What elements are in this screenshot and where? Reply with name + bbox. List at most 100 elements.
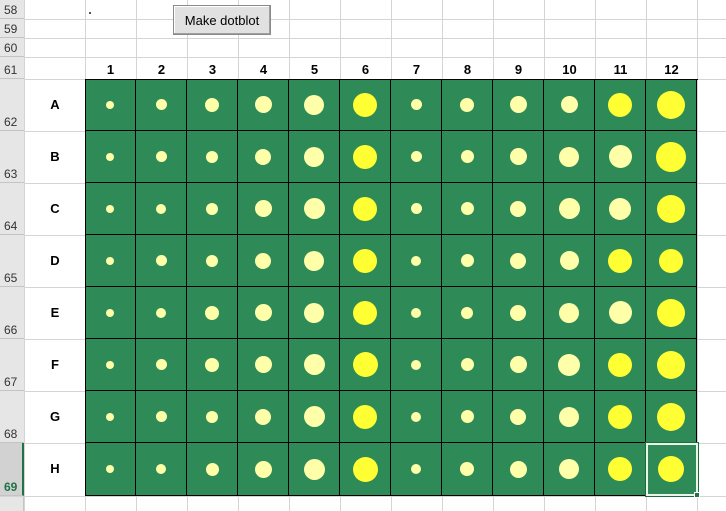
plate-well[interactable] (340, 79, 391, 131)
plate-well[interactable] (391, 79, 442, 131)
plate-well[interactable] (544, 235, 595, 287)
plate-well[interactable] (544, 131, 595, 183)
plate-well[interactable] (187, 235, 238, 287)
column-number-cell[interactable]: 9 (514, 62, 523, 77)
row-header[interactable]: 68 (0, 391, 24, 443)
plate-well[interactable] (136, 287, 187, 339)
plate-well[interactable] (340, 235, 391, 287)
row-header[interactable]: 64 (0, 183, 24, 235)
plate-well[interactable] (85, 131, 136, 183)
row-header[interactable]: 58 (0, 0, 24, 19)
plate-well[interactable] (391, 287, 442, 339)
plate-well[interactable] (187, 183, 238, 235)
row-header[interactable]: 59 (0, 19, 24, 38)
column-number-cell[interactable]: 6 (361, 62, 370, 77)
row-letter-cell[interactable]: F (51, 357, 59, 372)
plate-well[interactable] (595, 131, 646, 183)
plate-well[interactable] (238, 131, 289, 183)
column-number-cell[interactable]: 5 (310, 62, 319, 77)
plate-well[interactable] (646, 183, 697, 235)
plate-well[interactable] (289, 183, 340, 235)
row-letter-cell[interactable]: H (50, 461, 60, 476)
plate-well[interactable] (442, 391, 493, 443)
plate-well[interactable] (493, 79, 544, 131)
plate-well[interactable] (595, 183, 646, 235)
column-number-cell[interactable]: 4 (259, 62, 268, 77)
plate-well[interactable] (238, 443, 289, 496)
plate-well[interactable] (136, 79, 187, 131)
plate-well[interactable] (187, 131, 238, 183)
plate-well[interactable] (646, 131, 697, 183)
column-number-cell[interactable]: 10 (562, 62, 577, 77)
fill-handle[interactable] (694, 492, 700, 498)
plate-well[interactable] (289, 443, 340, 496)
plate-well[interactable] (340, 183, 391, 235)
column-number-cell[interactable]: 7 (412, 62, 421, 77)
plate-well[interactable] (85, 79, 136, 131)
plate-well[interactable] (595, 287, 646, 339)
row-header[interactable]: 61 (0, 57, 24, 79)
plate-well[interactable] (391, 339, 442, 391)
plate-well[interactable] (289, 79, 340, 131)
plate-well[interactable] (442, 79, 493, 131)
plate-well[interactable] (238, 287, 289, 339)
plate-well[interactable] (493, 391, 544, 443)
plate-well[interactable] (187, 391, 238, 443)
plate-well[interactable] (340, 131, 391, 183)
plate-well[interactable] (85, 339, 136, 391)
plate-well[interactable] (85, 443, 136, 496)
row-header[interactable]: 63 (0, 131, 24, 183)
plate-well[interactable] (493, 235, 544, 287)
plate-well[interactable] (442, 131, 493, 183)
plate-well[interactable] (646, 443, 697, 496)
column-number-cell[interactable]: 11 (613, 62, 628, 77)
plate-well[interactable] (136, 443, 187, 496)
column-number-cell[interactable]: 2 (157, 62, 166, 77)
plate-well[interactable] (544, 339, 595, 391)
plate-well[interactable] (136, 131, 187, 183)
plate-well[interactable] (442, 443, 493, 496)
plate-well[interactable] (340, 339, 391, 391)
column-number-cell[interactable]: 12 (664, 62, 679, 77)
plate-well[interactable] (391, 391, 442, 443)
plate-well[interactable] (289, 339, 340, 391)
column-number-cell[interactable]: 8 (463, 62, 472, 77)
plate-well[interactable] (493, 443, 544, 496)
plate-well[interactable] (238, 235, 289, 287)
plate-well[interactable] (289, 235, 340, 287)
plate-well[interactable] (493, 131, 544, 183)
row-letter-cell[interactable]: A (50, 97, 60, 112)
plate-well[interactable] (340, 287, 391, 339)
row-letter-cell[interactable]: D (50, 253, 60, 268)
plate-well[interactable] (85, 235, 136, 287)
plate-well[interactable] (187, 79, 238, 131)
plate-well[interactable] (85, 183, 136, 235)
plate-well[interactable] (340, 391, 391, 443)
row-header[interactable]: 65 (0, 235, 24, 287)
plate-well[interactable] (238, 183, 289, 235)
plate-well[interactable] (544, 391, 595, 443)
plate-well[interactable] (289, 287, 340, 339)
column-number-cell[interactable]: 1 (106, 62, 115, 77)
plate-well[interactable] (595, 443, 646, 496)
plate-well[interactable] (391, 183, 442, 235)
plate-well[interactable] (136, 339, 187, 391)
plate-well[interactable] (442, 235, 493, 287)
plate-well[interactable] (493, 287, 544, 339)
plate-well[interactable] (238, 79, 289, 131)
row-header[interactable]: 69 (0, 443, 24, 496)
plate-well[interactable] (289, 131, 340, 183)
plate-well[interactable] (187, 339, 238, 391)
plate-well[interactable] (238, 339, 289, 391)
plate-well[interactable] (595, 339, 646, 391)
plate-well[interactable] (544, 443, 595, 496)
plate-well[interactable] (442, 183, 493, 235)
row-header[interactable]: 60 (0, 38, 24, 57)
plate-well[interactable] (493, 339, 544, 391)
row-header[interactable]: 62 (0, 79, 24, 131)
plate-well[interactable] (646, 391, 697, 443)
plate-well[interactable] (391, 235, 442, 287)
plate-well[interactable] (442, 339, 493, 391)
plate-well[interactable] (595, 235, 646, 287)
